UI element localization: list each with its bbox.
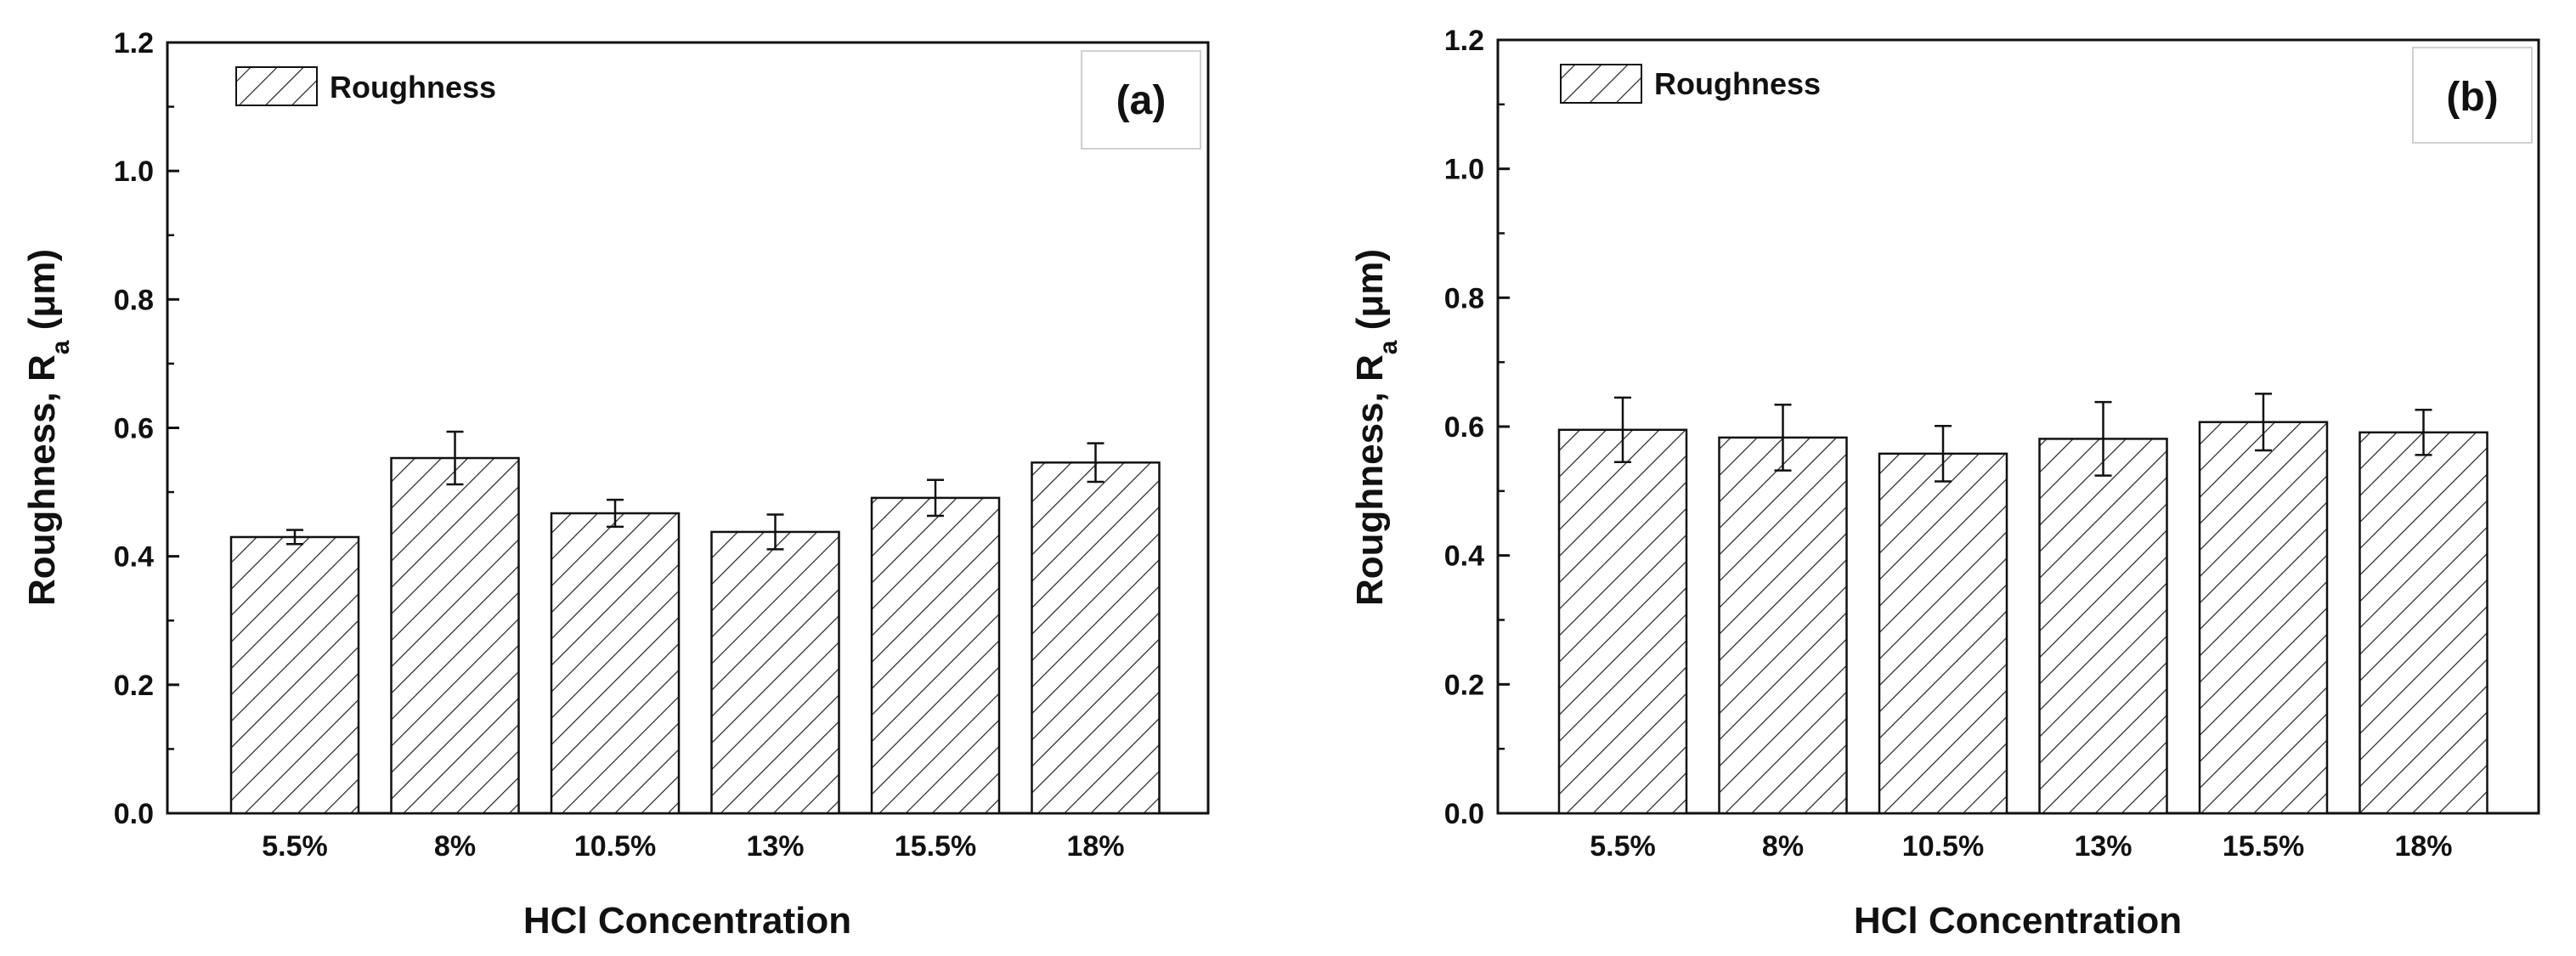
- y-axis-title-subscript: a: [47, 340, 75, 354]
- y-tick-label: 0.4: [1444, 540, 1484, 573]
- x-tick-label: 13%: [746, 830, 804, 863]
- bar: [229, 535, 360, 815]
- panel-label-box: [1081, 50, 1201, 150]
- y-axis-title: Roughness, Ra (μm): [1349, 249, 1403, 606]
- y-tick-label: 0.2: [114, 670, 154, 702]
- x-tick-label: 13%: [2074, 830, 2132, 863]
- chart-panel-a: 0.0 0.2 0.4 0.6 0.8 1.0 1.2 5.5% 8% 10.5% 13% 15.5…: [21, 27, 1210, 942]
- x-tick-label: 10.5%: [574, 830, 656, 863]
- y-tick-label: 0.6: [1444, 411, 1484, 444]
- legend-swatch: [235, 66, 318, 106]
- bar: [710, 530, 840, 815]
- bar: [2359, 431, 2488, 815]
- x-tick-label: 10.5%: [1902, 830, 1984, 863]
- y-axis: 0.0 0.2 0.4 0.6 0.8 1.0 1.2: [1444, 25, 1510, 830]
- bar: [1718, 436, 1848, 815]
- bar-series: [229, 430, 1161, 815]
- y-tick-label: 1.0: [1444, 154, 1484, 186]
- y-axis-title: Roughness, Ra (μm): [21, 249, 75, 606]
- y-axis-title-main: Roughness, R: [1349, 354, 1391, 606]
- y-tick-label: 0.2: [1444, 669, 1484, 701]
- panel-label: (a): [1116, 78, 1167, 123]
- x-axis-title: HCl Concentration: [1854, 900, 2182, 942]
- panel-label-box: [2412, 47, 2533, 144]
- x-tick-label: 18%: [1066, 830, 1124, 863]
- bar: [1878, 452, 2008, 815]
- bar: [2038, 438, 2168, 815]
- x-axis-title: HCl Concentration: [523, 900, 851, 942]
- y-tick-label: 0.0: [114, 798, 154, 830]
- y-axis-title-unit: (μm): [21, 249, 63, 341]
- panel-label: (b): [2446, 75, 2498, 120]
- x-axis: 5.5% 8% 10.5% 13% 15.5% 18%: [262, 830, 1124, 863]
- legend: Roughness: [235, 66, 496, 106]
- chart-panel-b: 0.0 0.2 0.4 0.6 0.8 1.0 1.2 5.5% 8% 10.5% 13% 15.5…: [1349, 25, 2540, 942]
- y-tick-label: 0.8: [114, 284, 154, 316]
- legend-label: Roughness: [330, 70, 496, 105]
- bar: [1557, 428, 1688, 815]
- bar: [390, 456, 520, 815]
- x-tick-label: 15.5%: [895, 830, 976, 863]
- x-tick-label: 5.5%: [262, 830, 328, 863]
- legend-swatch: [1560, 64, 1642, 104]
- bar: [1031, 461, 1161, 815]
- bar: [870, 496, 1001, 815]
- bar: [2198, 421, 2329, 815]
- y-tick-label: 1.2: [1444, 25, 1484, 57]
- bar: [550, 512, 681, 815]
- legend: Roughness: [1560, 64, 1821, 104]
- y-tick-label: 0.4: [114, 541, 154, 574]
- x-tick-label: 18%: [2394, 830, 2452, 863]
- y-tick-label: 0.6: [114, 413, 154, 445]
- x-tick-label: 5.5%: [1590, 830, 1656, 863]
- y-axis: 0.0 0.2 0.4 0.6 0.8 1.0 1.2: [114, 27, 179, 830]
- x-tick-label: 15.5%: [2223, 830, 2304, 863]
- y-tick-label: 0.8: [1444, 282, 1484, 314]
- x-axis: 5.5% 8% 10.5% 13% 15.5% 18%: [1590, 830, 2452, 863]
- bar-series: [1557, 393, 2488, 815]
- y-tick-label: 0.0: [1444, 798, 1484, 830]
- y-axis-title-unit: (μm): [1349, 249, 1391, 341]
- x-tick-label: 8%: [1762, 830, 1804, 863]
- y-tick-label: 1.0: [114, 156, 154, 188]
- legend-label: Roughness: [1654, 66, 1821, 101]
- y-axis-title-subscript: a: [1375, 340, 1403, 354]
- x-tick-label: 8%: [434, 830, 476, 863]
- y-axis-title-main: Roughness, R: [21, 354, 63, 606]
- y-tick-label: 1.2: [114, 27, 154, 59]
